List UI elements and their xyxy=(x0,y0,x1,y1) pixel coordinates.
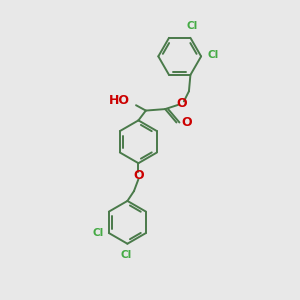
Text: O: O xyxy=(133,169,144,182)
Text: Cl: Cl xyxy=(186,21,197,31)
Text: O: O xyxy=(176,97,187,110)
Text: Cl: Cl xyxy=(92,228,104,238)
Text: HO: HO xyxy=(109,94,130,107)
Text: O: O xyxy=(182,116,192,129)
Text: Cl: Cl xyxy=(208,50,219,60)
Text: Cl: Cl xyxy=(120,250,132,260)
